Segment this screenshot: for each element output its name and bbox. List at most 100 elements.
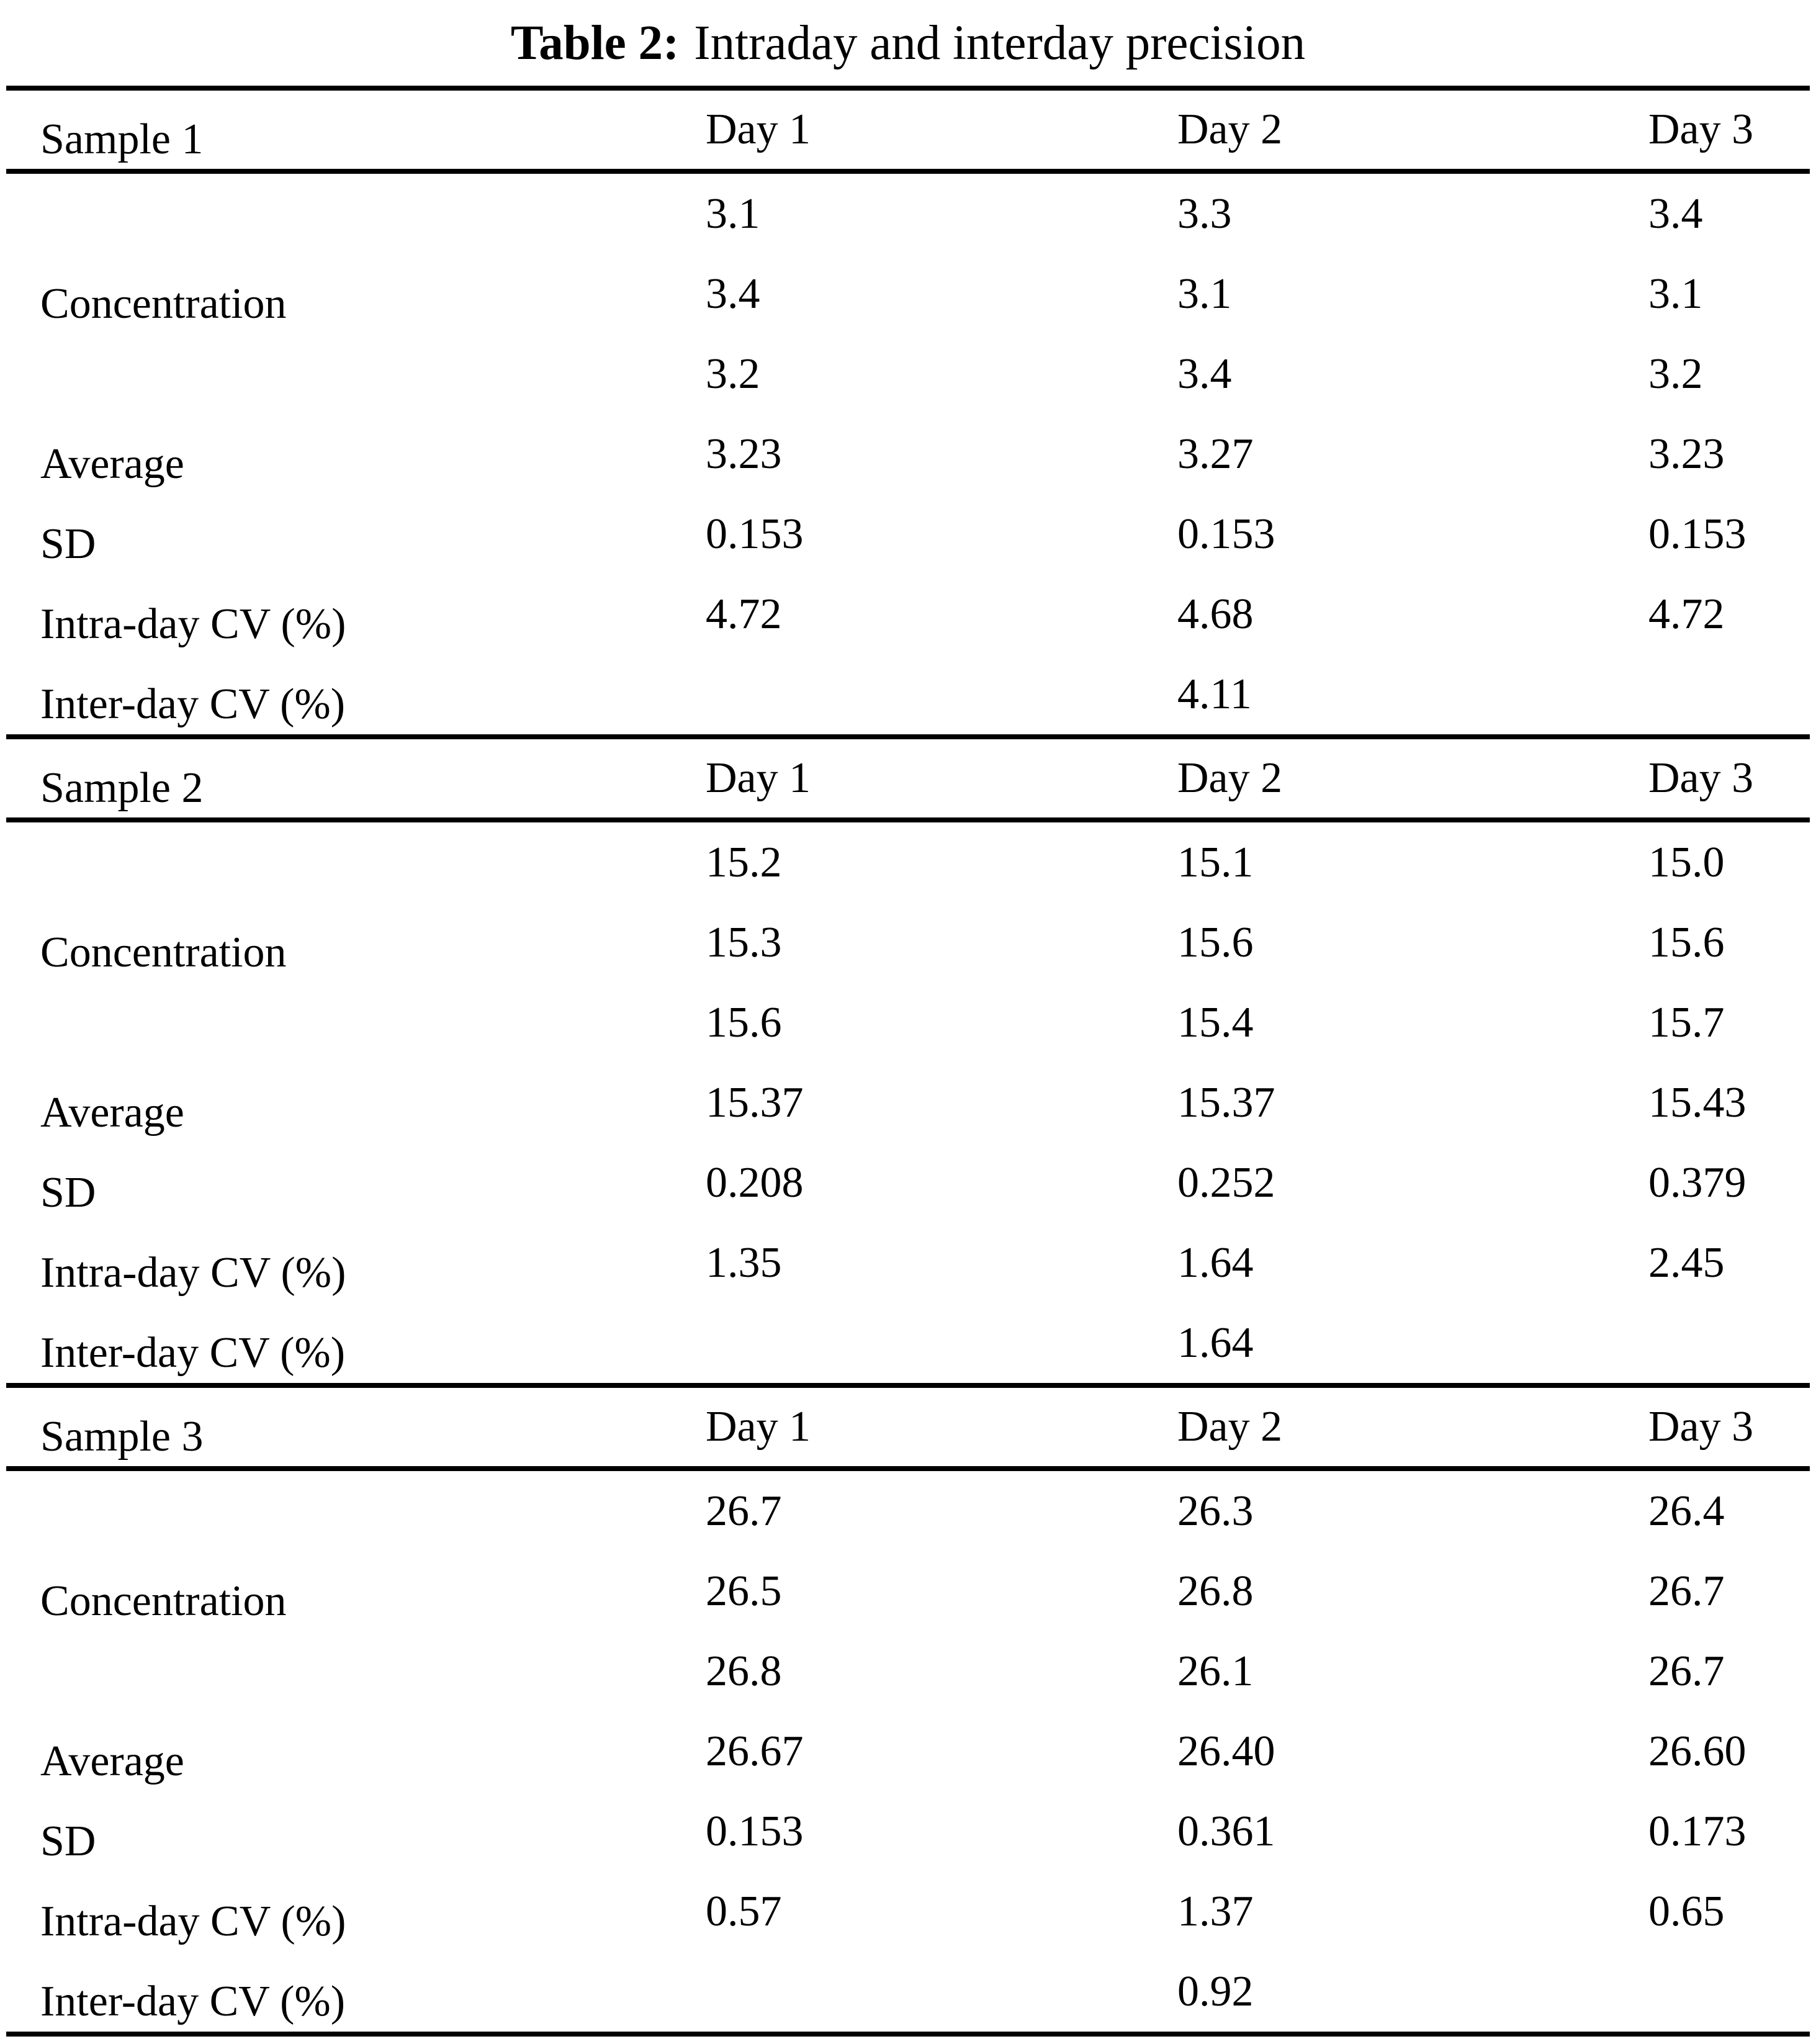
conc-value-cell: 15.3	[706, 903, 1177, 983]
sample1-header-row: Sample 1 Day 1 Day 2 Day 3	[6, 86, 1810, 174]
table-row: 26.7 26.3 26.4	[6, 1469, 1810, 1551]
intraday-cv-value: 1.37	[1177, 1887, 1254, 1935]
interday-cv-value: 1.64	[1177, 1318, 1254, 1367]
avg-value: 3.23	[1648, 430, 1725, 478]
conc-value: 3.1	[1177, 269, 1232, 318]
day2-header-cell: Day 2	[1177, 1383, 1648, 1471]
sd-label: SD	[40, 1817, 96, 1865]
row-label-cell: Intra-day CV (%)	[6, 574, 706, 654]
conc-value: 15.0	[1648, 838, 1725, 886]
day3-header-cell: Day 3	[1648, 86, 1810, 174]
sd-value-cell: 0.361	[1177, 1791, 1648, 1871]
sd-value-cell: 0.153	[706, 1791, 1177, 1871]
interday-cv-value-cell: 0.92	[1177, 1952, 1648, 2037]
intraday-cv-value-cell: 1.37	[1177, 1871, 1648, 1952]
empty-cell	[706, 654, 1177, 737]
table-row: Average 3.23 3.27 3.23	[6, 414, 1810, 494]
avg-value: 26.67	[706, 1727, 804, 1775]
intraday-cv-value-cell: 4.72	[1648, 574, 1810, 654]
day2-header: Day 2	[1177, 106, 1283, 153]
avg-value-cell: 3.27	[1177, 414, 1648, 494]
empty-cell	[6, 820, 706, 903]
conc-value-cell: 26.5	[706, 1551, 1177, 1631]
conc-value: 26.7	[1648, 1567, 1725, 1615]
empty-cell	[6, 334, 706, 414]
interday-cv-label: Inter-day CV (%)	[40, 1328, 346, 1377]
interday-cv-label: Inter-day CV (%)	[40, 1977, 346, 2025]
interday-cv-label: Inter-day CV (%)	[40, 680, 346, 728]
conc-value: 26.7	[1648, 1647, 1725, 1695]
conc-value: 15.6	[706, 998, 782, 1047]
day1-header: Day 1	[706, 754, 811, 802]
sd-value: 0.379	[1648, 1158, 1746, 1207]
conc-value: 15.1	[1177, 838, 1254, 886]
row-label-cell: Inter-day CV (%)	[6, 1303, 706, 1385]
table-row: Average 26.67 26.40 26.60	[6, 1711, 1810, 1791]
interday-cv-value: 4.11	[1177, 670, 1252, 718]
interday-cv-value-cell: 4.11	[1177, 654, 1648, 737]
conc-value: 3.3	[1177, 189, 1232, 238]
table-row: Inter-day CV (%) 1.64	[6, 1303, 1810, 1385]
conc-value: 3.4	[1177, 349, 1232, 398]
empty-cell	[1648, 1952, 1810, 2037]
avg-value-cell: 15.43	[1648, 1063, 1810, 1143]
precision-table: Sample 1 Day 1 Day 2 Day 3 3.1 3.3 3.4 C…	[6, 86, 1810, 2037]
avg-value: 15.37	[706, 1078, 804, 1127]
average-label: Average	[40, 1088, 184, 1137]
row-label-cell: Inter-day CV (%)	[6, 1952, 706, 2037]
intraday-cv-label: Intra-day CV (%)	[40, 1897, 346, 1945]
conc-value-cell: 3.2	[706, 334, 1177, 414]
conc-value-cell: 26.3	[1177, 1469, 1648, 1551]
intraday-cv-value: 4.72	[1648, 590, 1725, 638]
day2-header-cell: Day 2	[1177, 86, 1648, 174]
conc-value-cell: 26.7	[706, 1469, 1177, 1551]
conc-value: 15.3	[706, 918, 782, 966]
table-row: Concentration 15.3 15.6 15.6	[6, 903, 1810, 983]
avg-value-cell: 3.23	[706, 414, 1177, 494]
concentration-label: Concentration	[40, 1577, 287, 1625]
sd-value-cell: 0.208	[706, 1143, 1177, 1223]
sd-value: 0.153	[1648, 510, 1746, 558]
intraday-cv-label: Intra-day CV (%)	[40, 1248, 346, 1297]
conc-value-cell: 15.7	[1648, 983, 1810, 1063]
sample-name-cell: Sample 2	[6, 734, 706, 822]
conc-value-cell: 26.8	[1177, 1551, 1648, 1631]
conc-value: 15.4	[1177, 998, 1254, 1047]
empty-cell	[706, 1303, 1177, 1385]
intraday-cv-value-cell: 4.72	[706, 574, 1177, 654]
conc-value-cell: 3.1	[1648, 254, 1810, 334]
avg-value-cell: 3.23	[1648, 414, 1810, 494]
empty-cell	[1648, 654, 1810, 737]
empty-cell	[6, 1631, 706, 1711]
sd-value: 0.153	[706, 510, 804, 558]
conc-value-cell: 26.4	[1648, 1469, 1810, 1551]
average-label: Average	[40, 439, 184, 488]
conc-value: 15.2	[706, 838, 782, 886]
conc-value-cell: 26.8	[706, 1631, 1177, 1711]
table-number-label: Table 2:	[510, 16, 680, 70]
table-row: 15.2 15.1 15.0	[6, 820, 1810, 903]
day1-header-cell: Day 1	[706, 734, 1177, 822]
table-row: Average 15.37 15.37 15.43	[6, 1063, 1810, 1143]
sd-value: 0.361	[1177, 1807, 1275, 1855]
concentration-label: Concentration	[40, 279, 287, 328]
sd-value: 0.153	[1177, 510, 1275, 558]
conc-value-cell: 15.6	[1648, 903, 1810, 983]
row-label-cell: Average	[6, 414, 706, 494]
conc-value-cell: 3.1	[706, 171, 1177, 254]
sd-value: 0.173	[1648, 1807, 1746, 1855]
table-caption: Intraday and interday precision	[694, 16, 1306, 70]
row-label-cell: Intra-day CV (%)	[6, 1871, 706, 1952]
interday-cv-value-cell: 1.64	[1177, 1303, 1648, 1385]
row-label-cell: Concentration	[6, 1551, 706, 1631]
conc-value-cell: 3.4	[706, 254, 1177, 334]
conc-value-cell: 15.6	[1177, 903, 1648, 983]
conc-value: 15.6	[1177, 918, 1254, 966]
day1-header: Day 1	[706, 106, 811, 153]
empty-cell	[6, 1469, 706, 1551]
intraday-cv-label: Intra-day CV (%)	[40, 600, 346, 648]
row-label-cell: Inter-day CV (%)	[6, 654, 706, 737]
intraday-cv-value: 4.72	[706, 590, 782, 638]
conc-value: 26.8	[706, 1647, 782, 1695]
